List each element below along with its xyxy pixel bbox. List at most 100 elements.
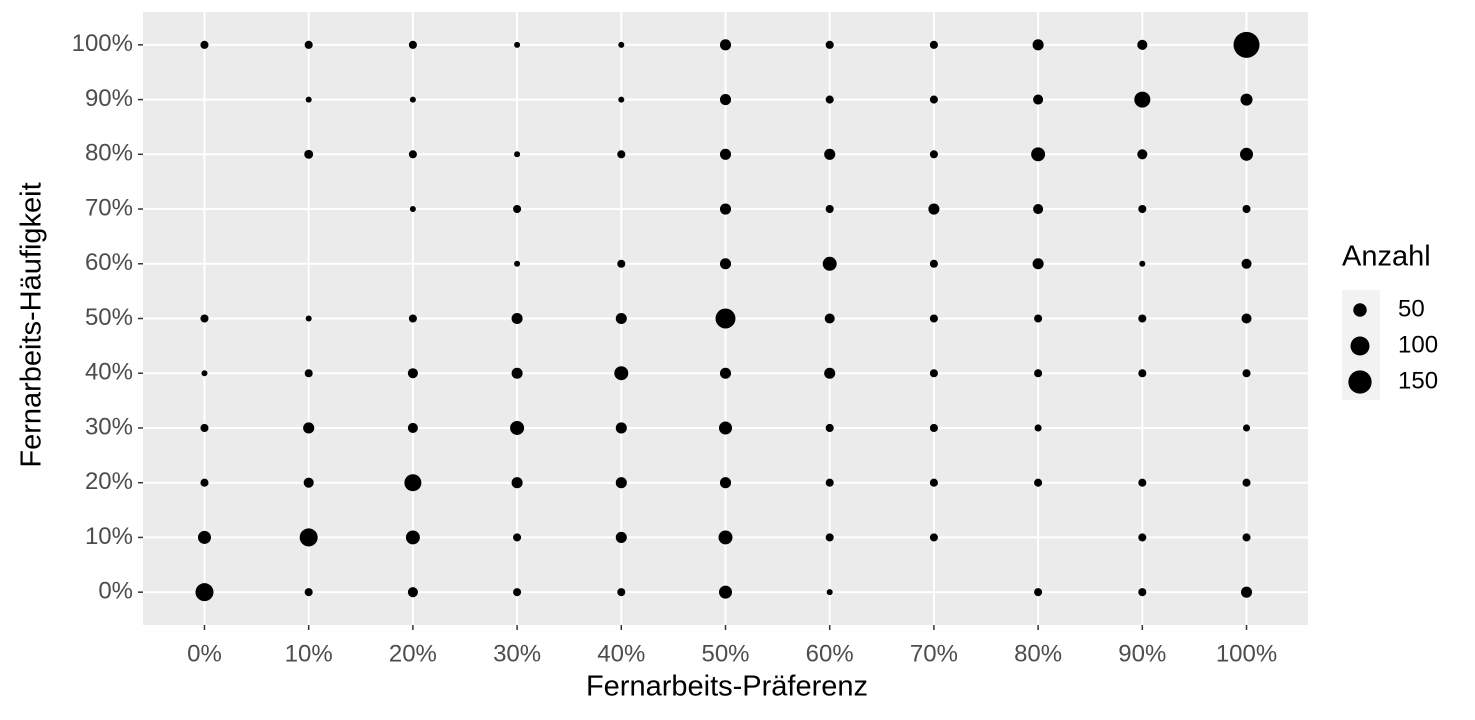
point (200, 478, 209, 487)
point (1241, 258, 1252, 269)
point (1138, 205, 1147, 214)
y-tick-label: 70% (85, 194, 133, 221)
x-tick-label: 70% (910, 640, 958, 667)
point (1240, 147, 1254, 161)
legend-point (1348, 370, 1372, 394)
x-tick-label: 20% (389, 640, 437, 667)
point (928, 203, 940, 215)
point (409, 206, 416, 213)
point (200, 40, 209, 49)
point (929, 423, 938, 432)
point (404, 474, 422, 492)
point (408, 40, 417, 49)
x-tick-label: 80% (1014, 640, 1062, 667)
point (407, 422, 418, 433)
point (824, 148, 836, 160)
point (1034, 478, 1043, 487)
point (1242, 369, 1251, 378)
point (1034, 369, 1043, 378)
y-tick-label: 60% (85, 249, 133, 276)
point (511, 477, 523, 489)
point (200, 314, 209, 323)
point (718, 421, 733, 435)
point (1031, 147, 1046, 162)
point (510, 420, 525, 435)
point (408, 150, 417, 159)
point (201, 370, 208, 377)
point (719, 258, 732, 270)
point (929, 95, 938, 104)
y-tick-label: 30% (85, 413, 133, 440)
legend-label: 50 (1398, 295, 1425, 322)
point (304, 369, 313, 378)
point (615, 422, 627, 434)
point (617, 588, 626, 597)
point (1034, 314, 1043, 323)
point (614, 366, 629, 381)
y-tick-label: 50% (85, 304, 133, 331)
point (1242, 424, 1251, 432)
point (1032, 39, 1044, 51)
point (1032, 258, 1044, 270)
point (718, 585, 733, 599)
point (304, 149, 314, 159)
point (615, 531, 627, 543)
point (1033, 204, 1044, 215)
point (1137, 39, 1148, 50)
point (305, 96, 312, 103)
point (409, 96, 416, 103)
point (1138, 369, 1147, 378)
point (929, 150, 938, 159)
point (303, 477, 314, 488)
x-tick-label: 50% (701, 640, 749, 667)
point (1233, 31, 1260, 58)
point (1138, 478, 1147, 487)
x-tick-label: 40% (597, 640, 645, 667)
point (1139, 260, 1146, 267)
point (618, 96, 625, 103)
legend-title: Anzahl (1342, 241, 1431, 273)
point (407, 587, 418, 598)
point (514, 260, 521, 267)
point (824, 313, 835, 324)
point (615, 477, 627, 489)
point (511, 367, 523, 379)
point (299, 528, 318, 547)
point (826, 589, 833, 596)
y-tick-label: 80% (85, 140, 133, 167)
point (719, 94, 732, 106)
x-tick-label: 10% (285, 640, 333, 667)
point (1137, 149, 1148, 160)
point (513, 588, 522, 597)
point (825, 423, 834, 432)
point (1242, 478, 1251, 487)
point (514, 41, 521, 48)
point (929, 478, 938, 487)
x-tick-label: 60% (806, 640, 854, 667)
point (929, 259, 938, 268)
point (304, 40, 313, 49)
point (617, 259, 626, 268)
point (618, 41, 625, 48)
legend-point (1350, 336, 1370, 356)
point (1240, 93, 1253, 106)
legend-point (1353, 303, 1367, 317)
y-axis-title: Fernarbeits-Häufigkeit (16, 182, 48, 467)
y-tick-label: 90% (85, 85, 133, 112)
point (719, 148, 732, 160)
point (822, 256, 837, 271)
point (825, 533, 834, 542)
point (719, 39, 732, 51)
point (929, 40, 938, 49)
point (197, 530, 211, 544)
x-tick-label: 0% (187, 640, 222, 667)
point (200, 423, 209, 432)
point (1034, 424, 1042, 432)
point (1242, 533, 1251, 542)
y-tick-label: 10% (85, 523, 133, 550)
point (929, 314, 938, 323)
point (719, 477, 732, 489)
point (825, 205, 834, 214)
point (304, 588, 313, 597)
